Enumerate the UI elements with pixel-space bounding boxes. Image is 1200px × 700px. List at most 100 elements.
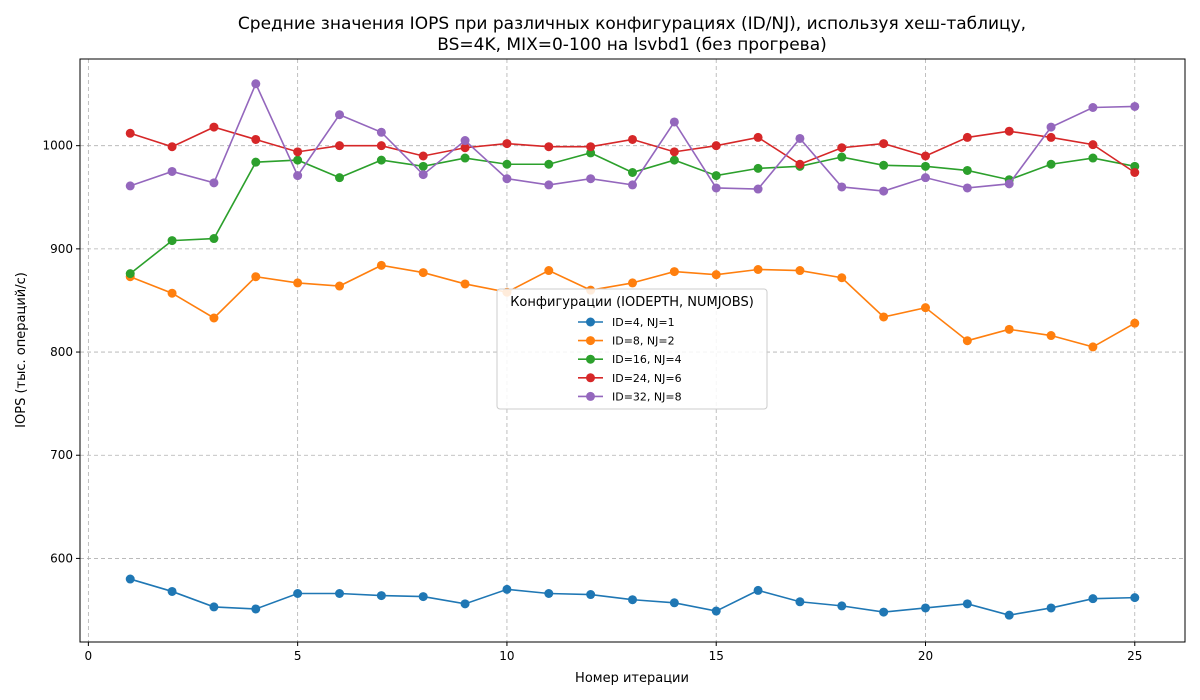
- data-point: [1130, 101, 1140, 111]
- data-point: [125, 574, 135, 584]
- data-point: [293, 589, 303, 599]
- data-point: [376, 260, 386, 270]
- data-point: [628, 134, 637, 144]
- legend-marker: [586, 336, 595, 346]
- data-point: [376, 141, 386, 151]
- data-point: [586, 590, 596, 600]
- data-point: [1046, 132, 1056, 142]
- data-point: [837, 273, 847, 283]
- data-point: [460, 279, 470, 289]
- data-point: [1004, 179, 1014, 189]
- data-point: [376, 591, 386, 601]
- data-point: [1046, 603, 1056, 613]
- grid-lines: [80, 59, 1185, 642]
- data-point: [795, 159, 805, 169]
- data-point: [753, 264, 763, 274]
- legend-item: ID=24, NJ=6: [578, 372, 682, 385]
- data-point: [335, 281, 345, 291]
- data-point: [879, 312, 889, 322]
- data-point: [795, 133, 805, 143]
- data-point: [251, 134, 261, 144]
- data-point: [628, 278, 637, 288]
- data-point: [1088, 153, 1098, 163]
- legend-box: [496, 288, 768, 410]
- x-tick-label: 25: [1127, 649, 1142, 663]
- data-point: [837, 143, 847, 153]
- data-point: [251, 272, 261, 282]
- data-point: [167, 288, 177, 298]
- data-point: [628, 180, 637, 190]
- data-point: [293, 155, 303, 165]
- legend-item: ID=8, NJ=2: [578, 335, 675, 348]
- data-point: [167, 236, 177, 246]
- data-point: [544, 589, 554, 599]
- y-tick-label: 900: [50, 242, 73, 256]
- data-point: [209, 313, 219, 323]
- x-axis-label: Номер итерации: [575, 671, 689, 686]
- legend-item: ID=32, NJ=8: [578, 390, 682, 403]
- data-point: [1046, 159, 1056, 169]
- data-point: [1046, 331, 1056, 341]
- legend-label: ID=8, NJ=2: [612, 335, 675, 348]
- data-point: [628, 168, 637, 178]
- series-4: [125, 122, 1140, 178]
- y-tick-label: 600: [50, 551, 73, 565]
- axis-ticks: 0 5 10 15 20 25 600 700 800 900 1000: [42, 139, 1142, 663]
- data-point: [209, 122, 219, 132]
- data-point: [502, 174, 512, 184]
- data-point: [293, 171, 303, 181]
- data-point: [711, 606, 721, 616]
- data-point: [920, 161, 930, 171]
- series-line: [129, 126, 1136, 174]
- data-point: [920, 173, 930, 183]
- legend-marker: [586, 317, 595, 327]
- data-point: [544, 266, 554, 276]
- data-point: [460, 143, 470, 153]
- data-point: [460, 599, 470, 609]
- data-point: [586, 148, 596, 158]
- data-point: [586, 142, 596, 152]
- data-point: [711, 141, 721, 151]
- data-point: [418, 268, 428, 278]
- data-point: [920, 603, 930, 613]
- data-point: [1004, 610, 1014, 620]
- data-point: [1046, 122, 1056, 132]
- data-point: [1088, 140, 1098, 150]
- legend-marker: [586, 373, 595, 383]
- data-point: [962, 183, 972, 193]
- y-tick-label: 700: [50, 448, 73, 462]
- data-point: [125, 181, 135, 191]
- y-axis-label: IOPS (тыс. операций/с): [14, 272, 29, 428]
- data-point: [962, 132, 972, 142]
- data-point: [711, 270, 721, 280]
- data-point: [879, 139, 889, 149]
- data-point: [669, 155, 679, 165]
- legend-label: ID=24, NJ=6: [612, 372, 682, 385]
- data-point: [837, 601, 847, 611]
- legend-items: ID=4, NJ=1 ID=8, NJ=2 ID=16, NJ=4 ID=24, NJ…: [578, 316, 682, 403]
- data-point: [879, 607, 889, 617]
- legend-label: ID=32, NJ=8: [612, 390, 682, 403]
- data-point: [920, 303, 930, 313]
- data-point: [1088, 102, 1098, 112]
- legend-label: ID=16, NJ=4: [612, 353, 682, 366]
- data-point: [502, 139, 512, 149]
- data-point: [460, 136, 470, 146]
- data-point: [669, 598, 679, 608]
- data-point: [711, 171, 721, 181]
- data-point: [753, 585, 763, 595]
- x-tick-label: 5: [294, 649, 302, 663]
- data-point: [167, 142, 177, 152]
- data-point: [502, 159, 512, 169]
- data-point: [1088, 594, 1098, 604]
- x-tick-label: 20: [918, 649, 933, 663]
- data-point: [1130, 161, 1140, 171]
- data-point: [837, 182, 847, 192]
- data-point: [335, 141, 345, 151]
- data-point: [418, 170, 428, 180]
- series-5: [125, 79, 1140, 196]
- legend-item: ID=16, NJ=4: [578, 353, 682, 366]
- legend-title: Конфигурации (IODEPTH, NUMJOBS): [510, 295, 754, 310]
- series-1: [125, 574, 1140, 620]
